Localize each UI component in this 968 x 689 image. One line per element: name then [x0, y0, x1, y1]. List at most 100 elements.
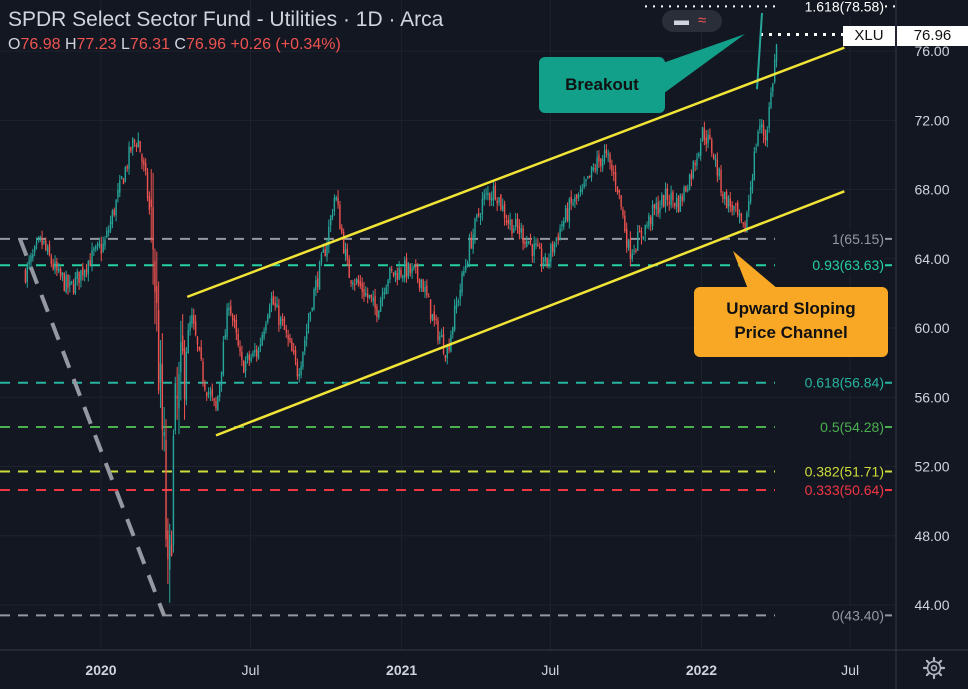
fib-label-bg [775, 481, 885, 500]
candle-body [24, 270, 27, 283]
candle-body [120, 176, 123, 179]
fib-label-1.618: 1.618(78.58) [805, 0, 884, 14]
candle-body [243, 361, 245, 373]
candle-body [687, 189, 689, 192]
candle-body [235, 320, 238, 333]
candle-body [191, 314, 193, 324]
candle-body [315, 280, 317, 291]
candle-body [714, 157, 717, 161]
candle-body [335, 196, 337, 201]
gear-icon[interactable] [922, 656, 946, 680]
minus-icon[interactable]: ▬ [674, 12, 689, 29]
candle-body [701, 127, 704, 142]
candle-body [731, 204, 733, 212]
candle-body [574, 197, 576, 202]
candle-body [344, 249, 347, 256]
candle-body [154, 261, 156, 293]
fib-trend-line [18, 238, 166, 617]
candle-body [579, 190, 582, 192]
candle-body [463, 270, 465, 275]
candle-body [289, 338, 291, 342]
candle-body [753, 151, 756, 180]
candle-body [33, 246, 36, 253]
candle-body [72, 283, 75, 294]
candle-body [341, 227, 343, 233]
candle-body [746, 212, 748, 233]
candle-body [688, 174, 691, 190]
wave-icon[interactable]: ≈ [698, 12, 707, 29]
candle-body [41, 237, 43, 245]
candle-body [385, 287, 387, 295]
candle-body [637, 231, 639, 251]
y-tick-label: 60.00 [914, 320, 949, 336]
candle-body [213, 398, 215, 401]
candle-body [650, 217, 652, 224]
y-tick-label: 48.00 [914, 528, 949, 544]
chart-header: SPDR Select Sector Fund - Utilities · 1D… [8, 8, 443, 54]
fib-label-bg [775, 0, 885, 16]
candle-body [359, 281, 361, 286]
candle-body [148, 196, 151, 210]
candle-body [720, 169, 722, 193]
candle-body [703, 128, 706, 140]
candle-body [415, 264, 417, 268]
candle-body [250, 357, 252, 361]
candle-body [413, 265, 415, 268]
candle-body [433, 311, 435, 321]
candle-body [757, 132, 759, 146]
candle-body [241, 351, 243, 360]
candle-body [161, 364, 164, 430]
fib-label-bg [775, 418, 885, 437]
candle-body [365, 293, 367, 296]
candle-body [570, 196, 572, 204]
candlesticks [24, 12, 778, 603]
candle-body [520, 228, 522, 233]
candle-body [83, 270, 86, 277]
candle-body [483, 194, 485, 200]
candle-body [263, 331, 265, 338]
candle-body [398, 268, 400, 280]
candle-body [407, 263, 410, 277]
candle-body [174, 383, 176, 431]
candle-body [674, 203, 676, 207]
candle-body [581, 188, 583, 192]
candle-body [285, 329, 287, 333]
channel-callout-line1: Upward Sloping [726, 299, 856, 318]
candle-body [583, 183, 585, 188]
close-value: 76.96 [185, 36, 227, 53]
candle-body [657, 201, 659, 214]
candle-body [391, 269, 393, 271]
candle-body [283, 318, 286, 330]
candle-body [533, 243, 535, 256]
candle-body [113, 209, 115, 215]
low-key: L [121, 36, 130, 53]
candle-body [82, 267, 84, 276]
candle-body [159, 362, 162, 383]
candle-body [755, 147, 757, 150]
candle-body [132, 138, 134, 149]
candle-body [220, 371, 223, 386]
candle-body [455, 303, 458, 309]
candle-body [690, 173, 693, 180]
candle-body [759, 125, 761, 130]
candle-body [259, 344, 262, 348]
fib-label-0.93: 0.93(63.63) [812, 257, 884, 273]
candle-body [613, 172, 615, 174]
candle-body [424, 287, 426, 292]
candle-body [564, 207, 567, 222]
candle-body [224, 335, 226, 340]
candle-body [202, 361, 204, 383]
chart-title: SPDR Select Sector Fund - Utilities · 1D… [8, 8, 444, 31]
candle-body [642, 236, 645, 239]
candle-body [489, 193, 491, 200]
channel-callout: Upward Sloping Price Channel [694, 287, 888, 357]
candle-body [135, 144, 138, 148]
candle-body [381, 293, 384, 301]
candle-body [555, 237, 558, 242]
y-tick-label: 52.00 [914, 459, 949, 475]
candle-body [281, 319, 284, 321]
candle-body [39, 236, 41, 240]
candle-body [119, 180, 121, 193]
candle-body [254, 350, 256, 353]
